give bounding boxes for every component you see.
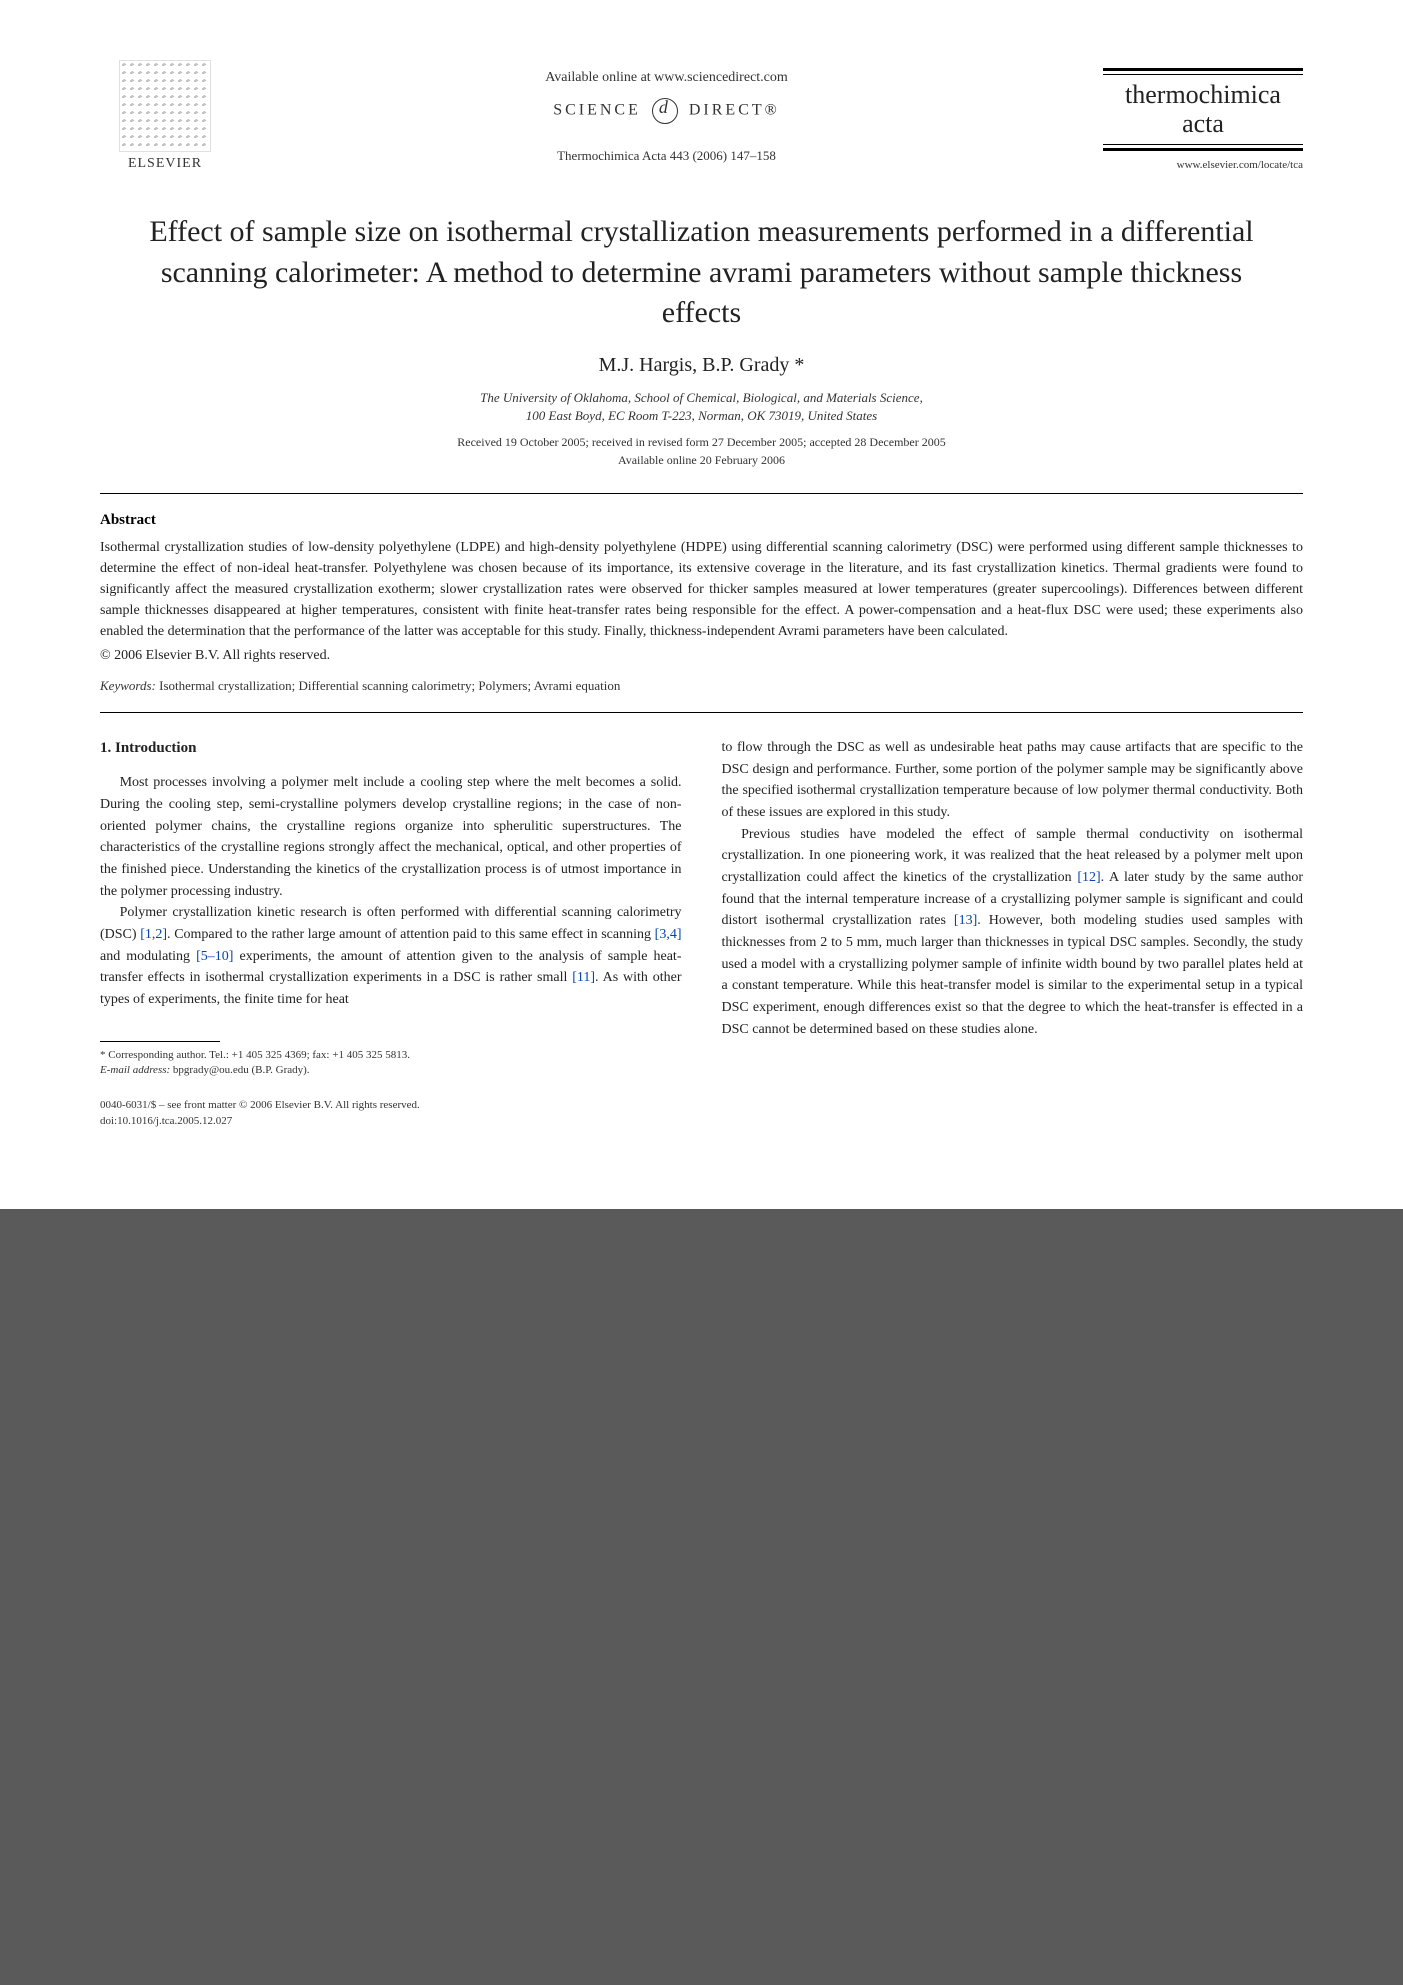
journal-url: www.elsevier.com/locate/tca <box>1103 159 1303 171</box>
publisher-block: ELSEVIER <box>100 60 230 172</box>
footer-line1: 0040-6031/$ – see front matter © 2006 El… <box>100 1099 420 1111</box>
column-right: to flow through the DSC as well as undes… <box>722 737 1304 1129</box>
keywords: Keywords: Isothermal crystallization; Di… <box>100 678 1303 694</box>
journal-title-line1: thermochimica <box>1125 80 1281 109</box>
journal-rule-top <box>1103 68 1303 75</box>
journal-rule-bottom <box>1103 144 1303 151</box>
rule-above-abstract <box>100 493 1303 494</box>
footnote-corresponding: * Corresponding author. Tel.: +1 405 325… <box>100 1048 682 1063</box>
p2-c: and modulating <box>100 949 196 964</box>
direct-text: DIRECT® <box>689 102 780 119</box>
available-online-text: Available online at www.sciencedirect.co… <box>230 70 1103 86</box>
footnote-rule <box>100 1041 220 1042</box>
ref-11[interactable]: [11] <box>572 970 595 985</box>
journal-title: thermochimica acta <box>1103 81 1303 138</box>
ref-13[interactable]: [13] <box>954 913 977 928</box>
article-title: Effect of sample size on isothermal crys… <box>140 212 1263 334</box>
citation-text: Thermochimica Acta 443 (2006) 147–158 <box>230 148 1103 164</box>
email-label: E-mail address: <box>100 1064 170 1076</box>
page: ELSEVIER Available online at www.science… <box>0 0 1403 1209</box>
affiliation-line2: 100 East Boyd, EC Room T-223, Norman, OK… <box>526 408 877 423</box>
footer: 0040-6031/$ – see front matter © 2006 El… <box>100 1098 682 1129</box>
publisher-label: ELSEVIER <box>128 156 202 172</box>
ref-5-10[interactable]: [5–10] <box>196 949 233 964</box>
keywords-label: Keywords: <box>100 678 156 693</box>
journal-block: thermochimica acta www.elsevier.com/loca… <box>1103 60 1303 171</box>
body-columns: 1. Introduction Most processes involving… <box>100 737 1303 1129</box>
ref-1-2[interactable]: [1,2] <box>140 927 167 942</box>
ref-12[interactable]: [12] <box>1077 870 1100 885</box>
column-left: 1. Introduction Most processes involving… <box>100 737 682 1129</box>
dates-line2: Available online 20 February 2006 <box>618 453 785 467</box>
header-row: ELSEVIER Available online at www.science… <box>100 60 1303 172</box>
abstract-heading: Abstract <box>100 512 1303 529</box>
intro-paragraph-2-cont: to flow through the DSC as well as undes… <box>722 737 1304 824</box>
journal-title-line2: acta <box>1182 109 1224 138</box>
ref-3-4[interactable]: [3,4] <box>655 927 682 942</box>
footer-doi: doi:10.1016/j.tca.2005.12.027 <box>100 1115 232 1127</box>
science-direct-logo: SCIENCE DIRECT® <box>230 98 1103 124</box>
center-header: Available online at www.sciencedirect.co… <box>230 60 1103 164</box>
abstract-copyright: © 2006 Elsevier B.V. All rights reserved… <box>100 648 1303 664</box>
dates-line1: Received 19 October 2005; received in re… <box>457 435 945 449</box>
keywords-text: Isothermal crystallization; Differential… <box>156 678 621 693</box>
article-dates: Received 19 October 2005; received in re… <box>100 433 1303 469</box>
authors: M.J. Hargis, B.P. Grady * <box>100 354 1303 377</box>
sciencedirect-icon <box>652 98 678 124</box>
intro-paragraph-3: Previous studies have modeled the effect… <box>722 824 1304 1041</box>
footnote-email: E-mail address: bpgrady@ou.edu (B.P. Gra… <box>100 1063 682 1078</box>
abstract-text: Isothermal crystallization studies of lo… <box>100 537 1303 642</box>
elsevier-tree-icon <box>119 60 211 152</box>
affiliation: The University of Oklahoma, School of Ch… <box>100 389 1303 425</box>
intro-paragraph-1: Most processes involving a polymer melt … <box>100 772 682 902</box>
p3-c: . However, both modeling studies used sa… <box>722 913 1304 1036</box>
email-value: bpgrady@ou.edu (B.P. Grady). <box>170 1064 309 1076</box>
affiliation-line1: The University of Oklahoma, School of Ch… <box>480 390 923 405</box>
intro-paragraph-2: Polymer crystallization kinetic research… <box>100 902 682 1010</box>
rule-below-keywords <box>100 712 1303 713</box>
science-text: SCIENCE <box>553 102 641 119</box>
p2-b: . Compared to the rather large amount of… <box>167 927 655 942</box>
section-1-heading: 1. Introduction <box>100 737 682 760</box>
